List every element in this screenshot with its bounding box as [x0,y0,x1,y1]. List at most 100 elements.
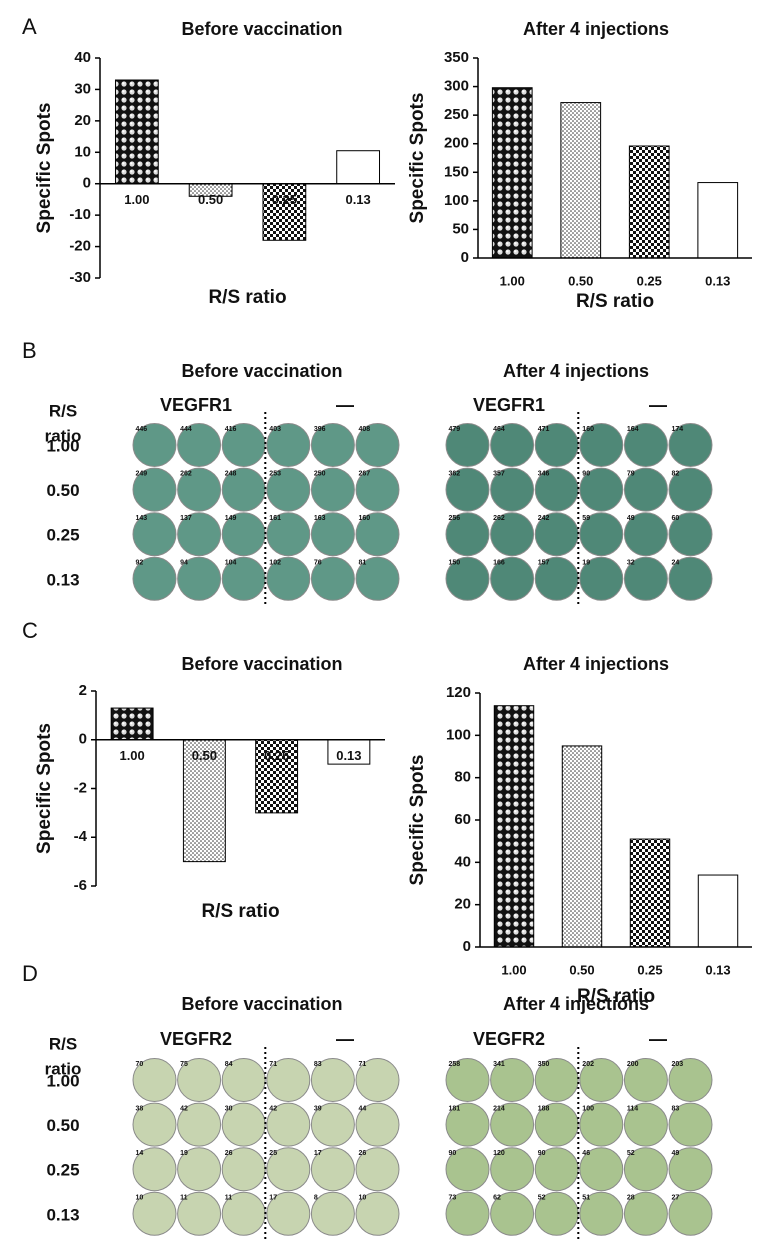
x-tick-label: 0.25 [272,192,297,207]
well-count: 267 [359,470,371,477]
chart-title: Before vaccination [181,19,342,39]
well [579,1147,624,1192]
well-count: 150 [449,560,461,567]
well [310,1147,355,1192]
x-tick-label: 0.13 [705,273,730,288]
well-count: 90 [538,1150,546,1157]
well-count: 59 [582,515,590,522]
well-count: 446 [136,426,148,433]
row-label: 1.00 [46,1071,79,1090]
well-count: 357 [493,470,505,477]
well [132,556,177,601]
x-tick-label: 1.00 [124,192,149,207]
well-count: 258 [449,1061,461,1068]
plate-title: Before vaccination [181,361,342,381]
y-tick-label: 30 [74,80,91,97]
well [445,512,490,557]
well [623,1191,668,1236]
y-tick-label: 60 [454,811,471,828]
well-count: 38 [136,1105,144,1112]
well-count: 202 [582,1061,594,1068]
well [177,423,222,467]
panel-label: B [22,338,37,363]
well-count: 26 [225,1150,233,1157]
bar [336,150,381,185]
well [221,1102,266,1147]
y-tick-label: 200 [444,135,469,152]
well-count: 25 [269,1150,277,1157]
well [310,1058,355,1102]
well [177,512,222,557]
well-count: 28 [627,1195,635,1202]
well [177,467,222,512]
well-count: 70 [136,1061,144,1068]
well [355,1058,400,1102]
x-tick-label: 0.50 [569,962,594,977]
well [132,1102,177,1147]
row-label: 0.13 [46,570,79,589]
well [310,467,355,512]
x-axis-title: R/S ratio [577,986,655,1007]
chart-title: After 4 injections [523,19,669,39]
y-axis-title: Specific Spots [34,103,55,234]
well-count: 262 [493,515,505,522]
well-count: 362 [449,470,461,477]
well-count: 27 [672,1195,680,1202]
well-count: 10 [359,1195,367,1202]
x-tick-label: 0.25 [637,273,662,288]
column-label: VEGFR2 [160,1029,232,1049]
bar [262,183,307,241]
y-tick-label: 250 [444,106,469,123]
y-tick-label: 120 [446,684,471,701]
well [668,1147,713,1192]
well-count: 464 [493,426,505,433]
bar [697,182,739,259]
well-count: 350 [538,1061,550,1068]
row-label: 0.25 [46,526,79,545]
row-header: ratio [45,1059,82,1078]
well [177,1147,222,1192]
well-count: 92 [136,560,144,567]
well-count: 39 [314,1105,322,1112]
y-tick-label: -2 [74,779,87,796]
well-count: 160 [359,515,371,522]
y-tick-label: 350 [444,49,469,66]
well-count: 203 [672,1061,684,1068]
well-count: 32 [627,560,635,567]
well-count: 84 [225,1061,233,1068]
well-count: 62 [493,1195,501,1202]
well-count: 76 [314,560,322,567]
y-tick-label: 100 [444,192,469,209]
well-count: 403 [269,426,281,433]
well [221,1058,266,1102]
well [623,423,668,467]
well-count: 137 [180,515,192,522]
well-count: 30 [225,1105,233,1112]
well [266,467,311,512]
well [177,1102,222,1147]
well-count: 408 [359,426,371,433]
well-count: 346 [538,470,550,477]
well [266,556,311,601]
well-count: 81 [359,560,367,567]
well-count: 49 [627,515,635,522]
well-count: 163 [314,515,326,522]
well-count: 19 [180,1150,188,1157]
row-label: 0.25 [46,1161,79,1180]
x-tick-label: 1.00 [119,748,144,763]
well [310,1102,355,1147]
y-tick-label: 10 [74,143,91,160]
x-tick-label: 0.13 [705,962,730,977]
well [221,512,266,557]
y-tick-label: 0 [461,249,469,266]
bar [493,705,535,948]
well-count: 188 [538,1105,550,1112]
well-count: 8 [314,1195,318,1202]
bar [629,838,671,948]
well [534,512,579,557]
well [221,467,266,512]
well-count: 73 [449,1195,457,1202]
well [668,1102,713,1147]
well [355,467,400,512]
